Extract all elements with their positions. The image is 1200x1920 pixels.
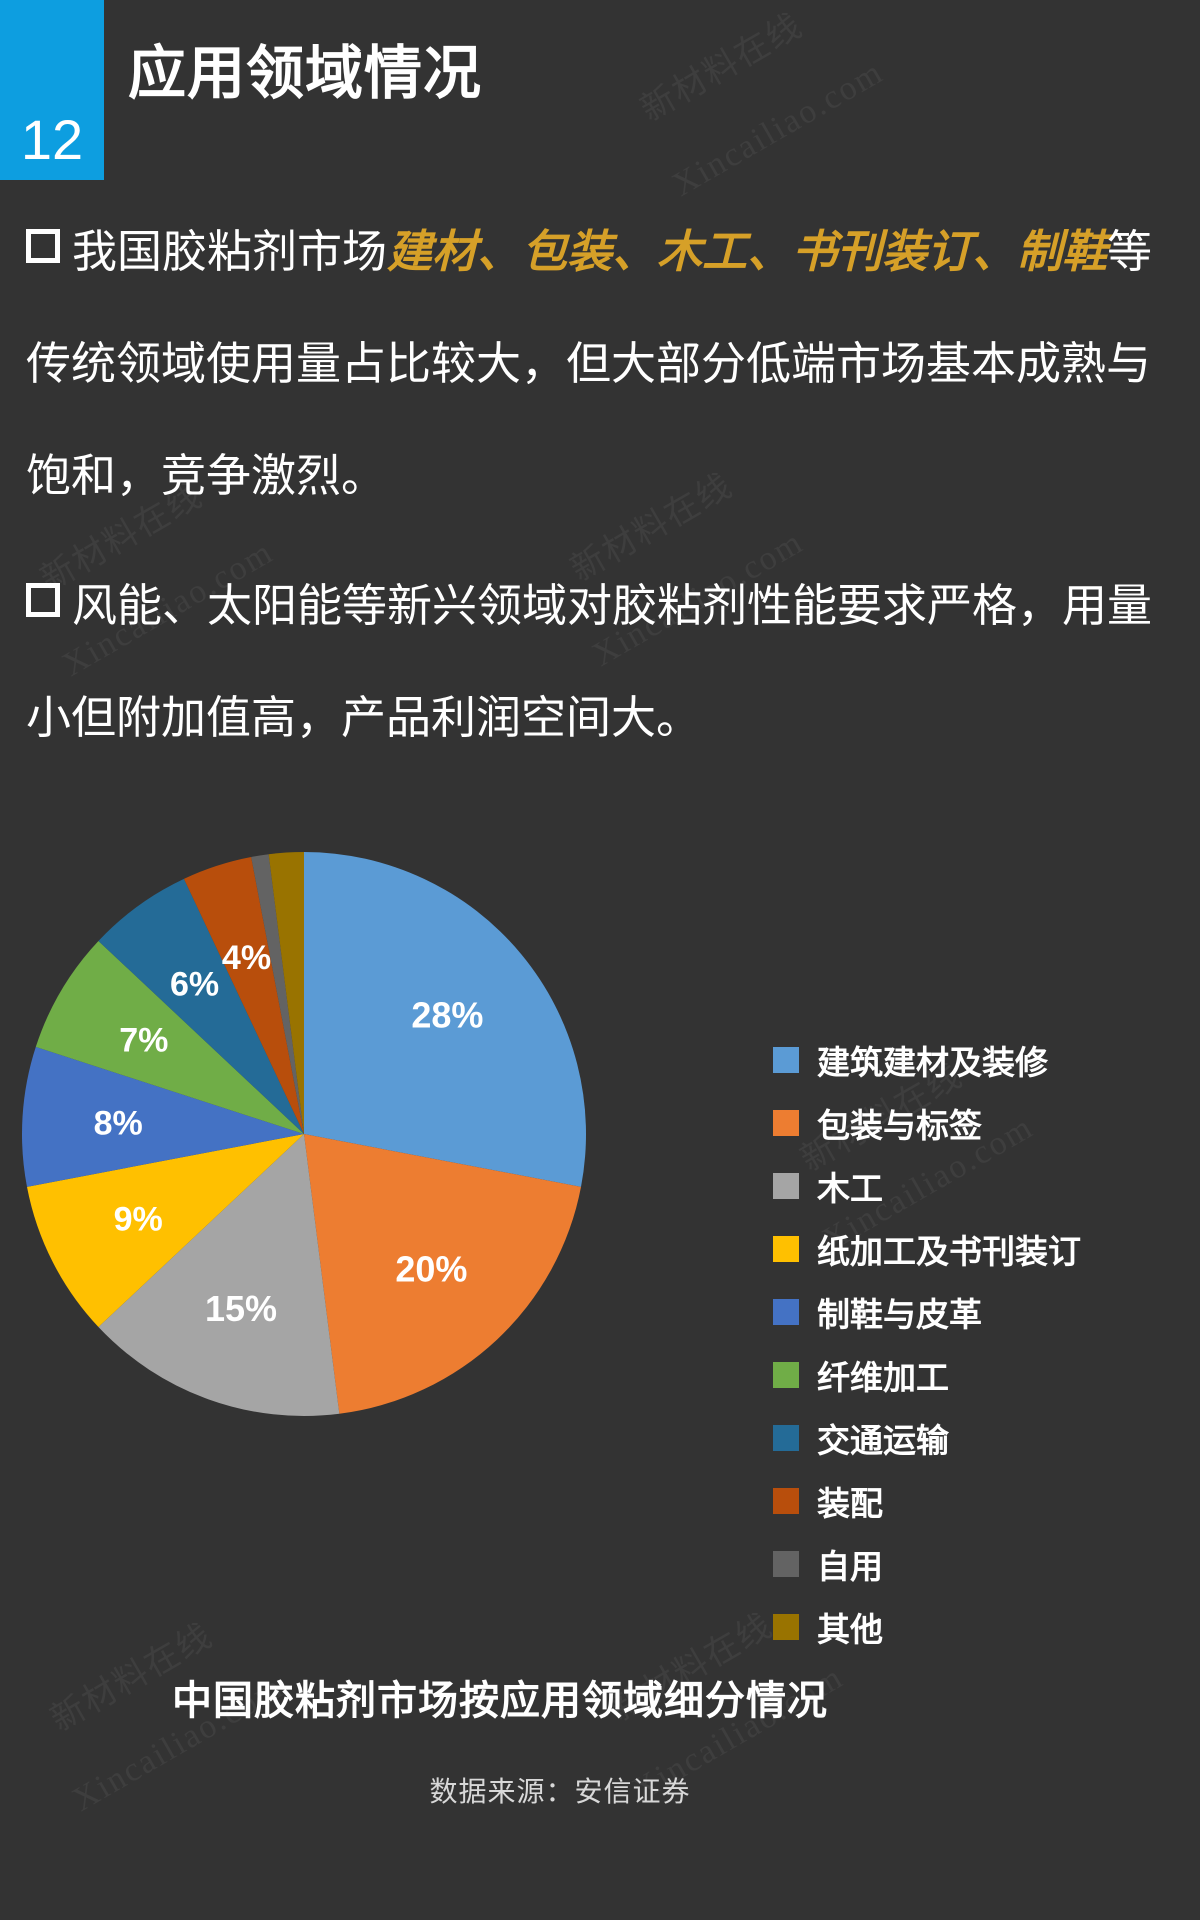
- legend-item[interactable]: 纤维加工: [773, 1343, 1193, 1406]
- legend-swatch-icon: [773, 1613, 799, 1640]
- pie-svg: 28% 20% 15% 9% 8% 7%6%4% 1% 2%: [21, 800, 586, 1416]
- legend-label: 其他: [817, 1610, 883, 1648]
- pie-slice-value-label: 1%: [191, 800, 240, 802]
- pie-slice[interactable]: [251, 854, 304, 1134]
- legend-swatch-icon: [773, 1487, 799, 1514]
- legend-swatch-icon: [773, 1298, 799, 1325]
- chart-source-note: 数据来源：安信证券: [429, 1777, 691, 1808]
- legend-label: 包装与标签: [817, 1106, 982, 1144]
- pie-slice-value-label: 8%: [94, 1104, 143, 1142]
- pie-slice[interactable]: [21, 1046, 304, 1187]
- pie-graphic: 28% 20% 15% 9% 8% 7%6%4% 1% 2%: [8, 800, 708, 1520]
- page-title: 应用领域情况: [128, 41, 483, 106]
- legend-label: 建筑建材及装修: [817, 1043, 1048, 1081]
- legend-item[interactable]: 纸加工及书刊装订: [773, 1217, 1193, 1280]
- legend-label: 纸加工及书刊装订: [817, 1232, 1081, 1270]
- bullet-text-highlight: 建材、包装、木工、书刊装订、制鞋: [387, 226, 1108, 277]
- page-number: 12: [20, 108, 84, 171]
- pie-slice[interactable]: [98, 1134, 340, 1416]
- legend-item[interactable]: 交通运输: [773, 1406, 1193, 1469]
- chart-caption: 中国胶粘剂市场按应用领域细分情况: [172, 1679, 828, 1723]
- bullet-item: 风能、太阳能等新兴领域对胶粘剂性能要求严格，用量小但附加值高，产品利润空间大。: [26, 550, 1176, 774]
- pie-slice[interactable]: [268, 852, 304, 1134]
- body-copy: 我国胶粘剂市场建材、包装、木工、书刊装订、制鞋等传统领域使用量占比较大，但大部分…: [26, 196, 1176, 774]
- legend-swatch-icon: [773, 1424, 799, 1451]
- legend-label: 制鞋与皮革: [817, 1295, 982, 1333]
- watermark-text: 新材料在线: [634, 6, 810, 129]
- pie-slice-value-label: 28%: [411, 994, 483, 1035]
- pie-slice-value-label: 15%: [205, 1288, 277, 1329]
- pie-slices: [21, 852, 586, 1416]
- legend-item[interactable]: 装配: [773, 1469, 1193, 1532]
- legend-label: 自用: [817, 1547, 883, 1585]
- pie-slice[interactable]: [98, 878, 304, 1134]
- pie-slice[interactable]: [304, 852, 586, 1187]
- pie-slice-value-label: 20%: [395, 1249, 467, 1290]
- legend-item[interactable]: 木工: [773, 1154, 1193, 1217]
- legend-item[interactable]: 自用: [773, 1532, 1193, 1595]
- legend-label: 纤维加工: [817, 1358, 949, 1396]
- square-bullet-icon: [26, 229, 60, 263]
- legend-label: 交通运输: [817, 1421, 949, 1459]
- pie-value-labels: 28% 20% 15% 9% 8% 7%6%4% 1% 2%: [94, 800, 484, 1329]
- legend-label: 装配: [817, 1484, 883, 1522]
- legend-swatch-icon: [773, 1046, 799, 1073]
- bullet-item: 我国胶粘剂市场建材、包装、木工、书刊装订、制鞋等传统领域使用量占比较大，但大部分…: [26, 196, 1176, 532]
- pie-slice-value-label: 7%: [119, 1021, 168, 1059]
- legend-item[interactable]: 其他: [773, 1595, 1193, 1658]
- legend-swatch-icon: [773, 1361, 799, 1388]
- legend-item[interactable]: 包装与标签: [773, 1091, 1193, 1154]
- chart-legend: 建筑建材及装修 包装与标签 木工 纸加工及书刊装订 制鞋与皮革 纤维加工 交通运…: [773, 1028, 1193, 1658]
- watermark-text: Xincailiao.com: [666, 53, 890, 204]
- legend-item[interactable]: 建筑建材及装修: [773, 1028, 1193, 1091]
- legend-swatch-icon: [773, 1172, 799, 1199]
- pie-slice-value-label: 2%: [277, 800, 326, 807]
- legend-swatch-icon: [773, 1550, 799, 1577]
- bullet-text-part: 等传统领域使用量占比较大，但大部分低端市场基本成熟与饱和，竞争激烈。: [26, 226, 1153, 501]
- bullet-text-part: 我国胶粘剂市场: [72, 226, 388, 277]
- pie-slice-value-label: 9%: [114, 1201, 163, 1239]
- square-bullet-icon: [26, 583, 60, 617]
- legend-swatch-icon: [773, 1109, 799, 1136]
- pie-slice[interactable]: [183, 856, 304, 1134]
- legend-swatch-icon: [773, 1235, 799, 1262]
- pie-slice[interactable]: [35, 940, 304, 1134]
- legend-item[interactable]: 制鞋与皮革: [773, 1280, 1193, 1343]
- pie-chart: 28% 20% 15% 9% 8% 7%6%4% 1% 2% 建筑建材及装修 包装与标签 木工…: [0, 780, 1200, 1648]
- legend-label: 木工: [817, 1169, 883, 1207]
- page-number-badge: [0, 0, 104, 180]
- pie-slice[interactable]: [304, 1134, 582, 1414]
- pie-slice-value-label: 6%: [170, 965, 219, 1003]
- bullet-text-part: 风能、太阳能等新兴领域对胶粘剂性能要求严格，用量小但附加值高，产品利润空间大。: [26, 580, 1153, 743]
- pie-slice-value-label: 4%: [222, 939, 271, 977]
- pie-slice[interactable]: [26, 1134, 304, 1328]
